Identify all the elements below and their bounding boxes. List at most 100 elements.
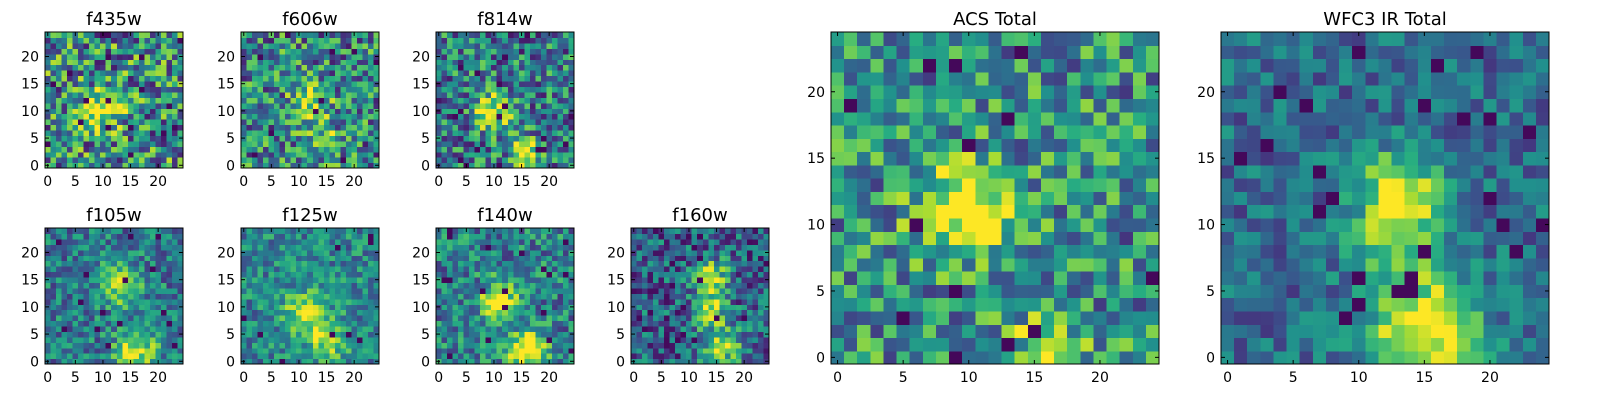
heatmap-cell — [274, 119, 280, 125]
heatmap-cell — [1133, 191, 1147, 205]
heatmap-cell — [910, 351, 924, 365]
heatmap-cell — [563, 37, 569, 43]
heatmap-cell — [442, 337, 448, 343]
heatmap-cell — [335, 288, 341, 294]
heatmap-cell — [111, 255, 117, 261]
y-tick-label: 15 — [412, 273, 430, 289]
heatmap-cell — [857, 178, 871, 192]
heatmap-cell — [95, 272, 101, 278]
heatmap-cell — [45, 146, 51, 152]
heatmap-cell — [150, 233, 156, 239]
heatmap-cell — [469, 114, 475, 120]
heatmap-cell — [362, 114, 368, 120]
heatmap-cell — [502, 92, 508, 98]
heatmap-cell — [486, 250, 492, 256]
heatmap-cell — [631, 272, 637, 278]
heatmap-cell — [241, 310, 247, 316]
heatmap-cell — [923, 324, 937, 338]
heatmap-cell — [117, 108, 123, 114]
heatmap-cell — [513, 310, 519, 316]
heatmap-cell — [447, 97, 453, 103]
heatmap-cell — [241, 76, 247, 82]
heatmap-cell — [335, 348, 341, 354]
heatmap-cell — [150, 342, 156, 348]
x-tick-label: 0 — [629, 370, 638, 386]
heatmap-cell — [949, 284, 963, 298]
heatmap-cell — [949, 271, 963, 285]
heatmap-cell — [62, 135, 68, 141]
heatmap-cell — [436, 266, 442, 272]
heatmap-cell — [95, 141, 101, 147]
heatmap-cell — [453, 108, 459, 114]
heatmap-cell — [368, 135, 374, 141]
heatmap-cell — [263, 320, 269, 326]
heatmap-cell — [89, 233, 95, 239]
heatmap-cell — [139, 315, 145, 321]
heatmap-cell — [313, 92, 319, 98]
heatmap-cell — [758, 239, 764, 245]
heatmap-cell — [247, 141, 253, 147]
heatmap-cell — [681, 244, 687, 250]
heatmap-cell — [318, 59, 324, 65]
heatmap-cell — [883, 178, 897, 192]
heatmap-cells — [241, 32, 380, 169]
heatmap-cell — [546, 114, 552, 120]
heatmap-cell — [313, 239, 319, 245]
heatmap-cell — [291, 152, 297, 158]
heatmap-cell — [758, 288, 764, 294]
heatmap-cell — [675, 353, 681, 359]
heatmap-cell — [475, 282, 481, 288]
heatmap-cell — [648, 250, 654, 256]
heatmap-cell — [296, 348, 302, 354]
heatmap-cell — [1146, 244, 1160, 258]
heatmap-cell — [486, 92, 492, 98]
heatmap-cell — [95, 304, 101, 310]
heatmap-cell — [144, 326, 150, 332]
heatmap-cell — [497, 342, 503, 348]
heatmap-cell — [469, 326, 475, 332]
heatmap-cell — [166, 348, 172, 354]
heatmap-cell — [469, 119, 475, 125]
heatmap-cell — [166, 342, 172, 348]
heatmap-cell — [51, 48, 57, 54]
heatmap-cell — [166, 130, 172, 136]
heatmap-cell — [524, 135, 530, 141]
heatmap-cell — [357, 81, 363, 87]
heatmap-cell — [442, 32, 448, 38]
heatmap-cell — [541, 70, 547, 76]
heatmap-cell — [313, 266, 319, 272]
heatmap-cell — [296, 157, 302, 163]
heatmap-cell — [535, 70, 541, 76]
heatmap-cell — [318, 54, 324, 60]
heatmap-cell — [464, 250, 470, 256]
heatmap-cell — [263, 119, 269, 125]
heatmap-cell — [692, 250, 698, 256]
heatmap-cell — [84, 288, 90, 294]
heatmap-cell — [436, 261, 442, 267]
heatmap-cell — [122, 337, 128, 343]
heatmap-cell — [73, 124, 79, 130]
heatmap-cell — [84, 337, 90, 343]
heatmap-cell — [557, 266, 563, 272]
heatmap-cell — [318, 32, 324, 38]
heatmap-cell — [541, 114, 547, 120]
heatmap-cell — [139, 97, 145, 103]
heatmap-cell — [285, 282, 291, 288]
heatmap-cell — [128, 315, 134, 321]
heatmap-cell — [502, 76, 508, 82]
heatmap-cell — [513, 54, 519, 60]
heatmap-cell — [172, 239, 178, 245]
heatmap-cell — [155, 266, 161, 272]
heatmap-cell — [106, 103, 112, 109]
heatmap-cell — [530, 342, 536, 348]
heatmap-cell — [447, 277, 453, 283]
heatmap-cell — [62, 152, 68, 158]
heatmap-cell — [486, 277, 492, 283]
heatmap-cell — [166, 337, 172, 343]
heatmap-cell — [453, 228, 459, 234]
heatmap-cell — [263, 97, 269, 103]
heatmap-cell — [324, 353, 330, 359]
heatmap-cell — [1133, 244, 1147, 258]
heatmap-cell — [329, 244, 335, 250]
heatmap-cell — [144, 70, 150, 76]
